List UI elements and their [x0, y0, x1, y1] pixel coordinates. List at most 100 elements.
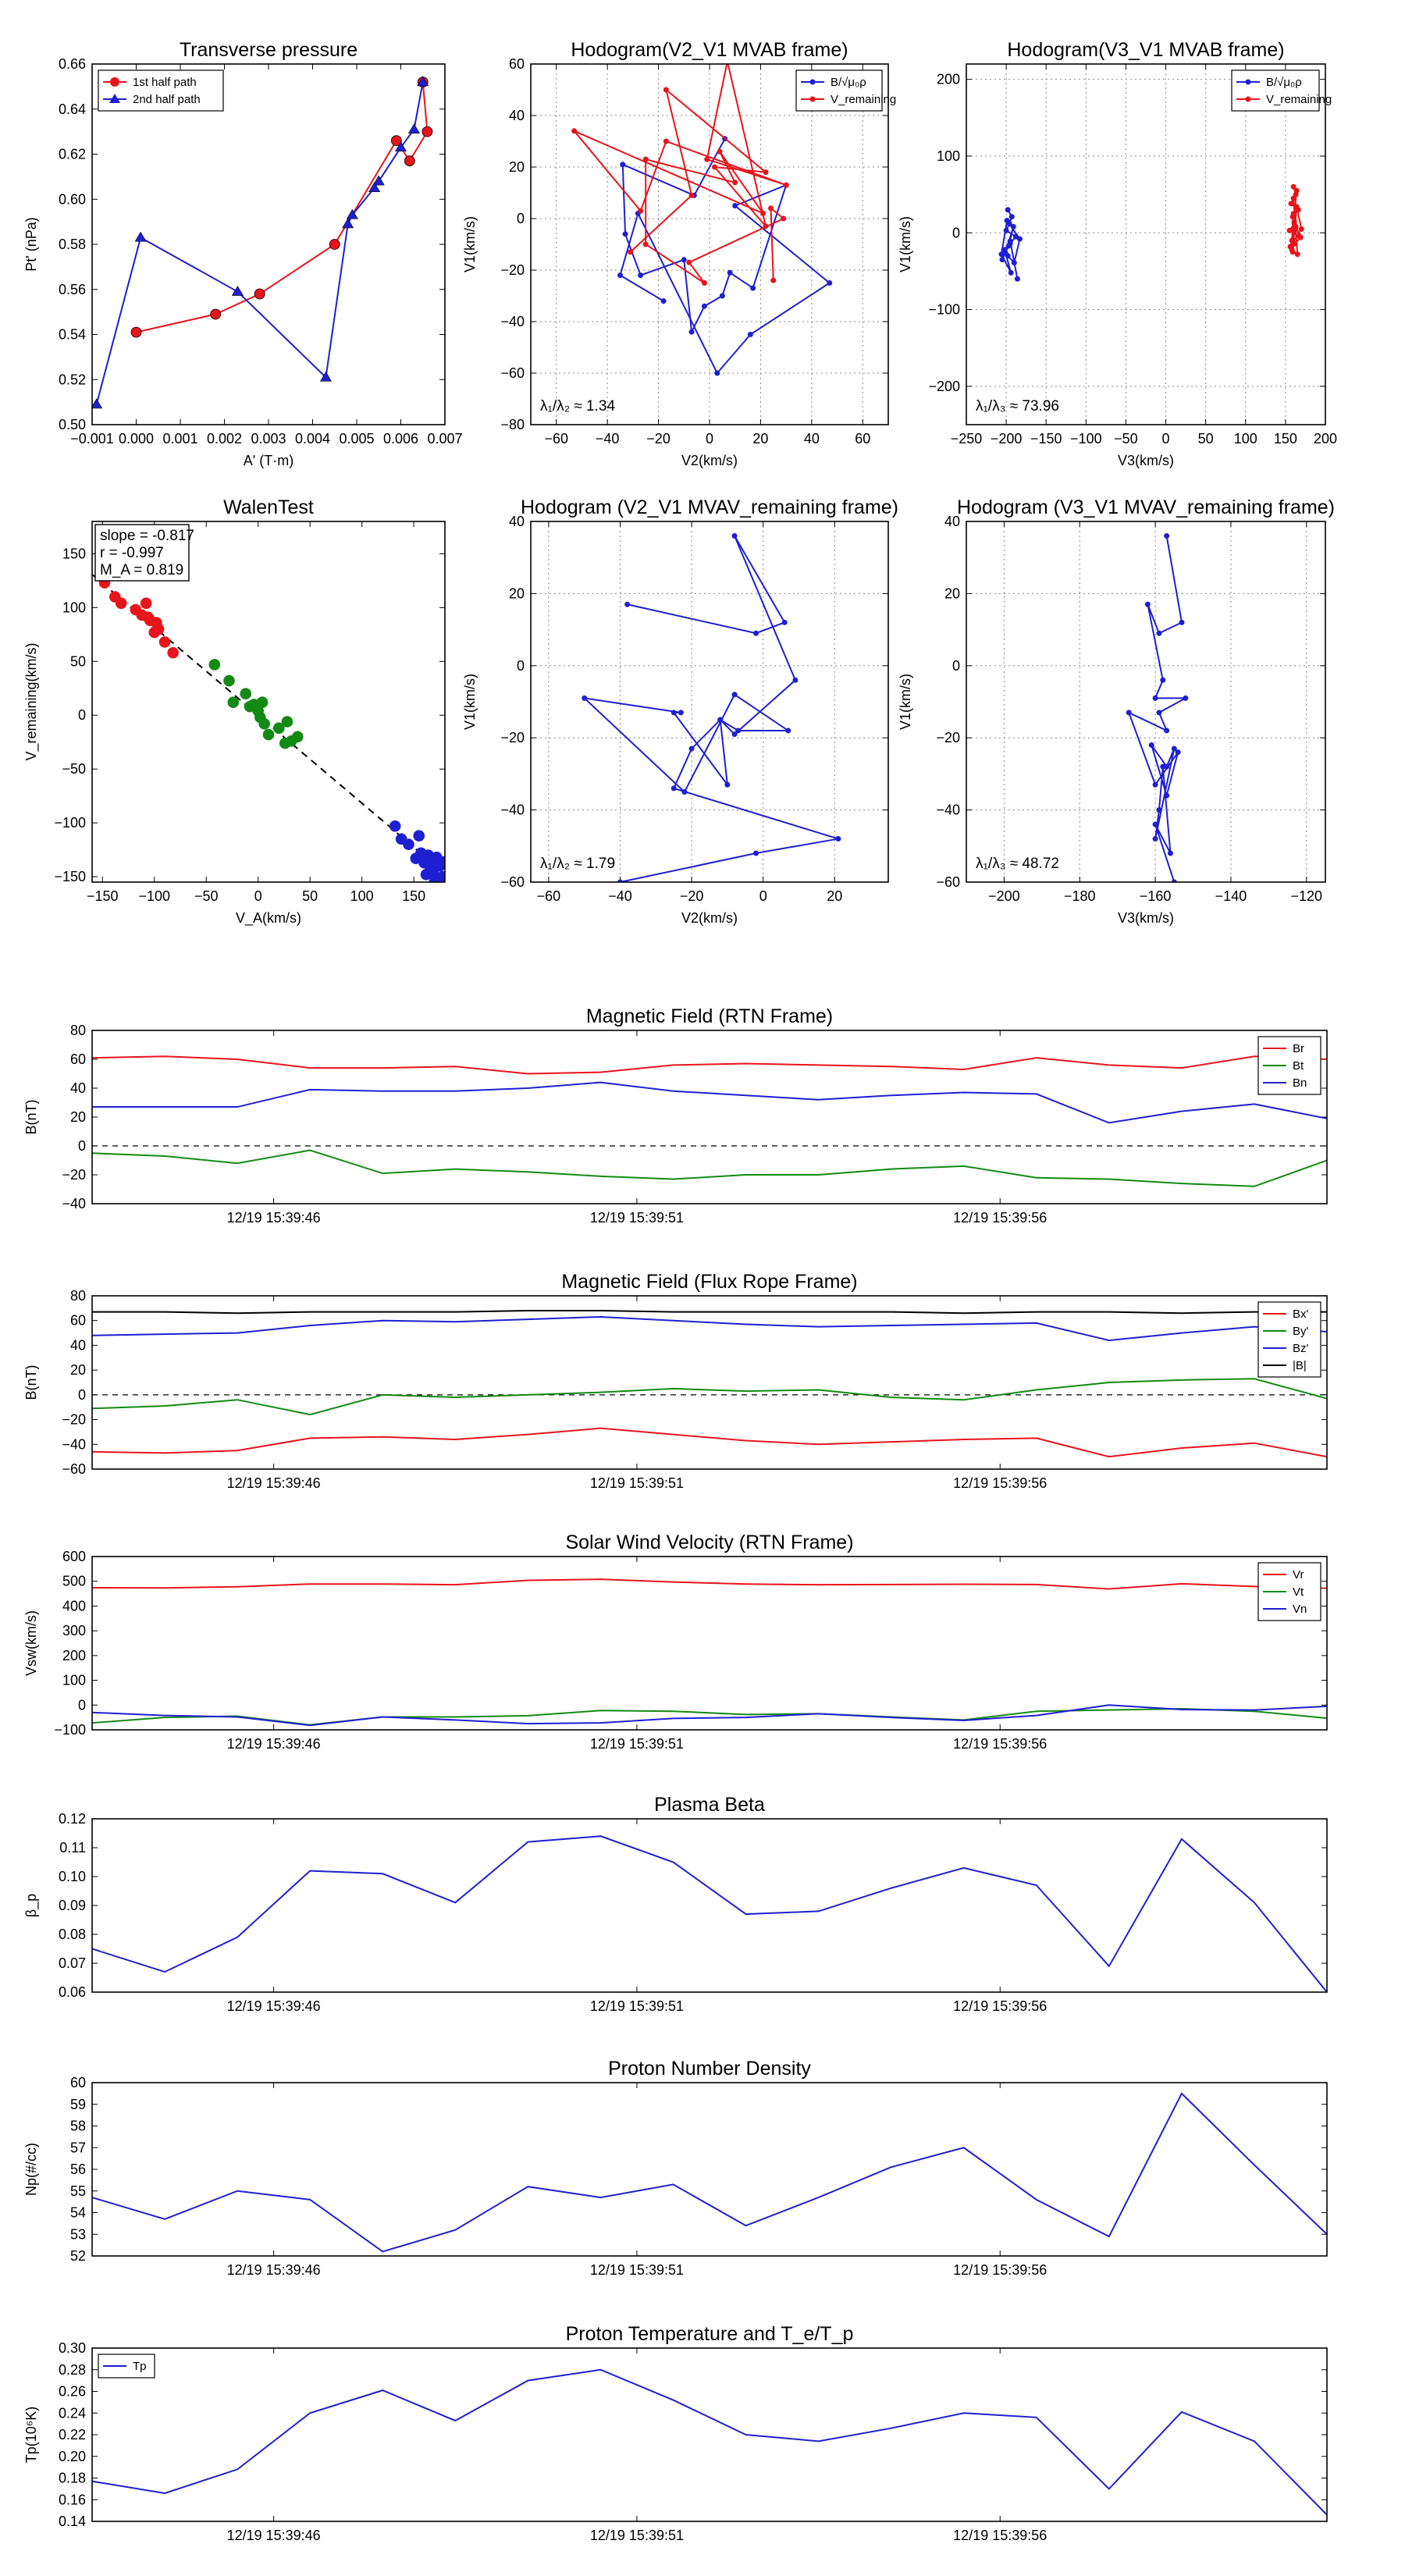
y-axis-label: V1(km/s) — [898, 674, 913, 730]
x-tick-label: 12/19 15:39:46 — [227, 1475, 321, 1491]
data-point — [624, 601, 631, 607]
data-point — [342, 218, 354, 229]
series-line — [619, 138, 831, 375]
data-point — [1294, 251, 1300, 258]
series-line — [92, 1578, 1327, 1590]
ratio-annotation: λ₁/λ₃ ≈ 48.72 — [976, 856, 1059, 872]
legend: B/√μ₀ρ V_remaining — [795, 69, 896, 112]
axes-frame — [91, 2082, 1328, 2257]
data-point — [404, 155, 415, 167]
series-V — [1126, 532, 1189, 882]
data-point — [1007, 238, 1013, 244]
axes-frame — [966, 521, 1326, 883]
data-point — [827, 279, 833, 286]
data-point — [1293, 223, 1299, 229]
x-axis-label: V_A(km/s) — [236, 910, 301, 927]
x-tick-label: −200 — [988, 888, 1020, 904]
y-axis-label: Vsw(km/s) — [23, 1610, 39, 1676]
legend-label: By' — [1293, 1325, 1309, 1338]
y-tick-label: 59 — [70, 2097, 86, 2112]
data-point — [403, 838, 414, 851]
data-point — [1014, 276, 1020, 282]
legend-box — [1231, 69, 1320, 112]
y-tick-label: 0.28 — [59, 2362, 86, 2378]
x-axis-label: A' (T·m) — [244, 453, 293, 468]
y-tick-label: 0 — [517, 658, 525, 674]
x-tick-label: 12/19 15:39:46 — [227, 2262, 321, 2278]
x-tick-label: −180 — [1064, 888, 1096, 904]
data-point — [1286, 227, 1293, 233]
series-line — [92, 1149, 1327, 1187]
data-point — [272, 722, 285, 735]
x-tick-label: −150 — [1030, 431, 1062, 447]
data-point — [1298, 226, 1304, 232]
y-tick-label: 0.10 — [59, 1869, 86, 1884]
chart-title: Hodogram(V3_V1 MVAB frame) — [1007, 39, 1284, 61]
data-point — [1183, 695, 1189, 701]
stats-line: slope = -0.817 — [100, 528, 194, 544]
x-tick-label: 12/19 15:39:46 — [227, 1210, 321, 1226]
series-line — [95, 81, 424, 405]
x-tick-label: 100 — [1234, 431, 1257, 447]
data-point — [134, 231, 147, 242]
data-point — [638, 272, 644, 279]
data-point — [258, 717, 270, 730]
data-point — [719, 293, 725, 299]
y-tick-label: 100 — [62, 600, 86, 615]
y-tick-label: 300 — [62, 1623, 86, 1638]
x-tick-label: −20 — [646, 431, 670, 447]
series-2nd half path — [92, 76, 429, 409]
x-tick-label: 50 — [1198, 431, 1214, 447]
y-tick-label: 50 — [70, 653, 86, 669]
y-tick-label: 0.11 — [59, 1840, 86, 1856]
data-point — [617, 272, 623, 279]
x-tick-label: −200 — [991, 431, 1023, 447]
legend: Vr Vt Vn — [1257, 1562, 1321, 1621]
data-point — [1179, 619, 1185, 625]
series-line — [92, 2368, 1327, 2516]
data-point — [731, 532, 738, 539]
y-tick-label: −60 — [62, 1461, 86, 1477]
x-tick-label: 0 — [254, 888, 262, 904]
data-point — [1152, 695, 1158, 701]
y-tick-label: 20 — [70, 1362, 86, 1378]
series-line — [92, 1081, 1327, 1124]
data-point — [1293, 204, 1300, 210]
y-tick-label: 0.62 — [59, 147, 86, 162]
x-tick-label: −50 — [1114, 431, 1138, 447]
y-tick-label: 200 — [937, 72, 960, 87]
legend-label: 1st half path — [133, 76, 197, 89]
legend-label: 2nd half path — [133, 93, 201, 106]
series-line — [92, 1310, 1327, 1315]
x-tick-label: 60 — [855, 431, 870, 447]
data-point — [420, 869, 432, 881]
series-line — [92, 1378, 1327, 1416]
y-tick-label: 0.66 — [59, 56, 86, 72]
y-tick-label: 0 — [517, 211, 525, 226]
series-line — [92, 1835, 1327, 1992]
data-point — [158, 636, 171, 648]
series-Bz' — [92, 1315, 1327, 1342]
data-point — [439, 856, 445, 868]
chart-title: Proton Number Density — [608, 2058, 811, 2080]
x-tick-label: −140 — [1215, 888, 1247, 904]
data-point — [262, 728, 275, 741]
data-point — [208, 659, 221, 671]
data-point — [1164, 792, 1170, 799]
series-V — [582, 532, 841, 882]
data-point — [389, 820, 401, 832]
x-tick-label: 0 — [1162, 431, 1170, 447]
y-tick-label: 0.18 — [59, 2471, 86, 2486]
x-tick-label: 0.006 — [383, 431, 418, 447]
data-point — [1156, 807, 1162, 813]
series-red — [98, 577, 179, 659]
y-tick-label: 0 — [78, 1138, 86, 1154]
y-tick-label: −20 — [936, 730, 960, 745]
series-line — [573, 64, 787, 284]
y-tick-label: 60 — [70, 1313, 86, 1329]
legend-label: V_remaining — [831, 93, 896, 106]
series-Np — [92, 2092, 1327, 2253]
legend: 1st half path 2nd half path — [98, 69, 224, 112]
y-tick-label: −20 — [62, 1167, 86, 1183]
series-line — [92, 1427, 1327, 1458]
